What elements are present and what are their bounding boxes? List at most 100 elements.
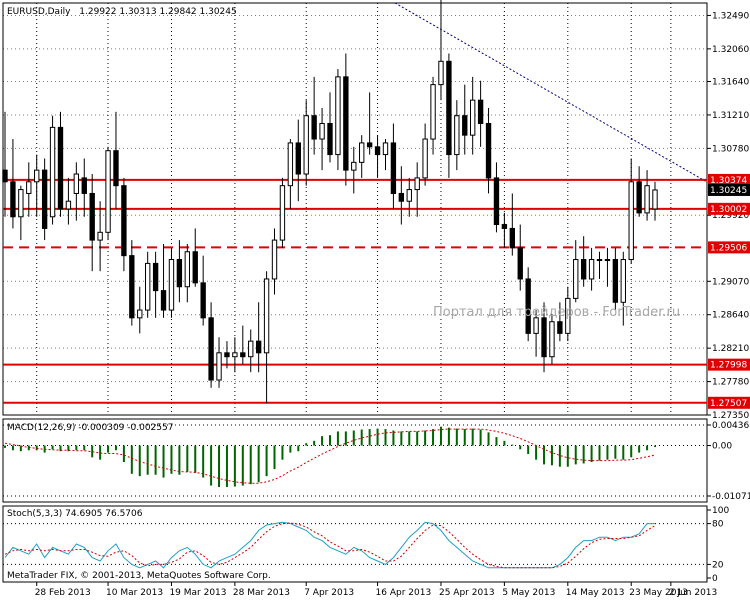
candle-body [26,181,32,194]
level-price-labels: 1.30374 1.30002 1.29506 1.27998 1.27507 1.302… [708,173,750,409]
candle-body [137,309,143,319]
candle-body [168,259,175,311]
stoch-grid [3,523,707,565]
stoch-tick-label: 80 [712,520,724,530]
date-tick-label: 16 Apr 2013 [376,588,432,598]
candle-body [343,76,349,171]
level-label-box [708,173,750,186]
price-tick-label: 1.31210 [712,111,749,121]
candle-body [145,262,151,311]
candle-body [34,169,40,183]
candle-body [57,126,64,210]
candle-body [176,259,183,288]
candle-body [398,192,405,202]
price-panel[interactable]: Портал для трейдеров - ForTrader.ru EURU… [2,0,750,582]
level-label-text: 1.30002 [710,205,747,215]
candle-body [208,317,214,381]
candle-body [644,185,650,214]
candle-body [652,189,658,210]
candle-body [580,259,587,280]
candle-body [549,321,555,358]
stoch-main-line [4,521,655,569]
candle-body [374,146,381,156]
date-tick-label: 7 Apr 2013 [304,588,354,598]
level-label-text: 1.27507 [710,399,747,409]
macd-axis: 0.004365 0.00 -0.010714 [707,421,750,502]
date-tick-label: 19 Mar 2013 [169,588,226,598]
stoch-panel[interactable]: Stoch(5,3,3) 74.6905 76.5706 MetaTrader … [2,505,729,584]
horizontal-levels[interactable] [3,178,707,404]
level-label-text: 1.29506 [710,243,747,253]
candle-body [73,173,80,194]
candle-body [565,297,571,334]
level-label-text: 1.27998 [710,361,747,371]
candle-body [192,251,198,284]
candle-body [248,340,254,358]
candle-body [422,138,428,179]
candle-body [311,115,317,140]
candle-body [588,259,595,280]
candle-body [430,84,436,140]
price-tick-label: 1.32490 [712,11,749,21]
macd-tick-label: 0.004365 [712,421,750,431]
price-tick-label: 1.28210 [712,344,749,354]
candle-body [105,150,111,233]
price-tick-label: 1.28640 [712,311,749,321]
candle-body [200,282,206,319]
chart-symbol-header: EURUSD,Daily 1.29922 1.30313 1.29842 1.3… [7,7,237,17]
macd-panel[interactable]: MACD(12,26,9) -0.000309 -0.002557 0.0043… [2,418,750,503]
candle-body [406,189,412,202]
candle-body [65,200,72,210]
candle-body [470,99,476,136]
price-axis: 1.32490 1.32060 1.31640 1.31210 1.30780 1.299… [707,11,749,421]
candle-body [255,340,262,354]
macd-label: MACD(12,26,9) -0.000309 -0.002557 [7,423,173,433]
stoch-tick-label: 100 [712,506,729,516]
candle-body [152,262,159,292]
candle-body [49,126,56,218]
candle-body [517,247,523,280]
candle-body [81,177,87,194]
candle-body [501,224,508,229]
candle-body [541,317,547,358]
candle-body [89,192,95,241]
level-label-text: 1.30374 [710,176,747,186]
candle-body [271,239,278,280]
date-tick-label: 5 May 2013 [502,588,555,598]
date-tick-label: 28 Feb 2013 [35,588,91,598]
symbol-label: EURUSD,Daily [7,7,71,17]
candle-body [477,99,484,124]
ohlc-values: 1.29922 1.30313 1.29842 1.30245 [79,7,236,17]
candle-body [2,169,8,183]
candle-body [184,251,190,288]
candle-body [446,60,452,156]
candle-body [366,142,373,148]
candle-body [533,317,539,334]
candle-body [129,255,135,319]
price-tick-label: 1.30780 [712,144,749,154]
candle-body [303,115,309,175]
chart-watermark: Портал для трейдеров - ForTrader.ru [433,305,680,320]
candle-body [335,76,341,156]
candle-body [279,185,286,241]
candle-body [493,177,500,226]
candle-body [97,231,103,241]
date-tick-label: 28 Mar 2013 [233,588,290,598]
candle-body [485,122,492,179]
price-tick-label: 1.32060 [712,45,749,55]
candle-body [573,259,579,299]
price-tick-label: 1.29070 [712,277,749,287]
candle-body [351,161,357,171]
candle-body [462,115,468,136]
candle-body [628,181,634,261]
candle-body [224,352,230,358]
candle-body [454,115,460,156]
candle-body [525,278,531,334]
candle-body [359,142,365,163]
candle-body [216,352,222,381]
candle-body [620,259,626,303]
candle-body [10,181,16,218]
copyright-text: MetaTrader FIX, © 2001-2013, MetaQuotes … [7,571,271,581]
candle-body [18,189,24,218]
